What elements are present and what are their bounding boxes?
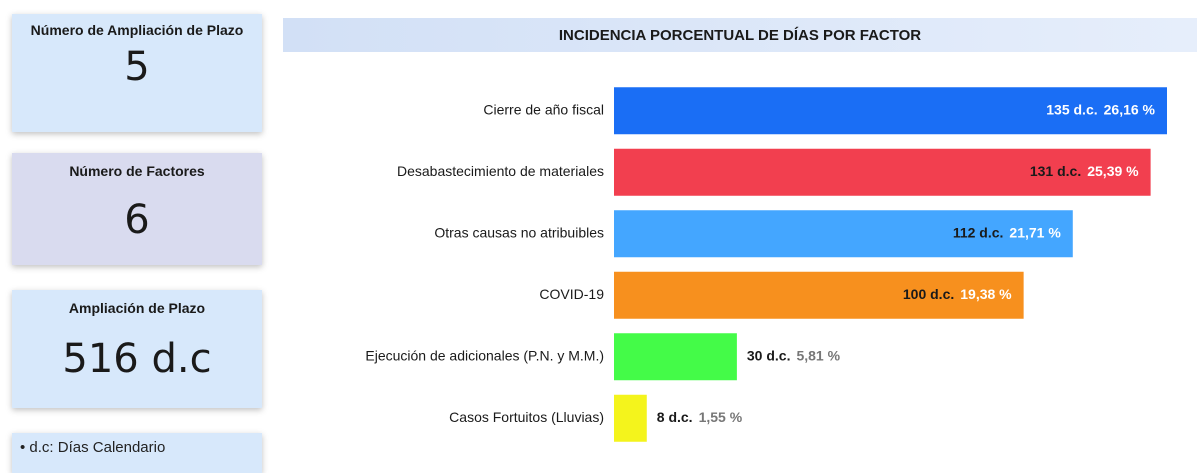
kpi-card: Ampliación de Plazo 516 d.c <box>12 290 262 408</box>
value-label: 30 d.c. <box>747 347 791 363</box>
bar <box>614 333 737 381</box>
kpi-title: Número de Ampliación de Plazo <box>30 22 244 38</box>
bar <box>614 148 1151 196</box>
category-label: COVID-19 <box>539 286 604 302</box>
bar <box>614 210 1073 258</box>
percent-label: 26,16 % <box>1104 101 1156 117</box>
category-label: Casos Fortuitos (Lluvias) <box>449 409 604 425</box>
chart-title: INCIDENCIA PORCENTUAL DE DÍAS POR FACTOR <box>559 27 921 44</box>
value-label: 8 d.c. <box>657 409 693 425</box>
kpi-value: 6 <box>124 197 150 243</box>
category-label: Cierre de año fiscal <box>483 101 604 117</box>
value-label: 100 d.c. <box>903 286 954 302</box>
value-label: 135 d.c. <box>1046 101 1097 117</box>
percent-label: 19,38 % <box>960 286 1012 302</box>
bullet: • <box>20 439 30 456</box>
kpi-value: 5 <box>124 44 150 90</box>
percent-label: 21,71 % <box>1009 224 1061 240</box>
kpi-card: Número de Factores 6 <box>12 153 262 265</box>
kpi-title: Número de Factores <box>69 163 205 179</box>
kpi-card: Número de Ampliación de Plazo 5 <box>12 14 262 132</box>
percent-label: 1,55 % <box>699 409 743 425</box>
bar <box>614 394 647 442</box>
kpi-title: Ampliación de Plazo <box>68 300 206 316</box>
kpi-value: 516 d.c <box>62 336 212 382</box>
category-label: Ejecución de adicionales (P.N. y M.M.) <box>365 347 604 363</box>
value-label: 131 d.c. <box>1030 163 1081 179</box>
percent-label: 25,39 % <box>1087 163 1139 179</box>
title-bar <box>283 18 1197 52</box>
category-label: Otras causas no atribuibles <box>434 224 604 240</box>
bar <box>614 271 1024 319</box>
value-label: 112 d.c. <box>953 224 1004 240</box>
note-card: • d.c: Días Calendario <box>12 433 262 473</box>
bar <box>614 87 1167 135</box>
percent-label: 5,81 % <box>796 347 840 363</box>
note: d.c: Días Calendario <box>29 439 166 456</box>
category-label: Desabastecimiento de materiales <box>397 163 604 179</box>
